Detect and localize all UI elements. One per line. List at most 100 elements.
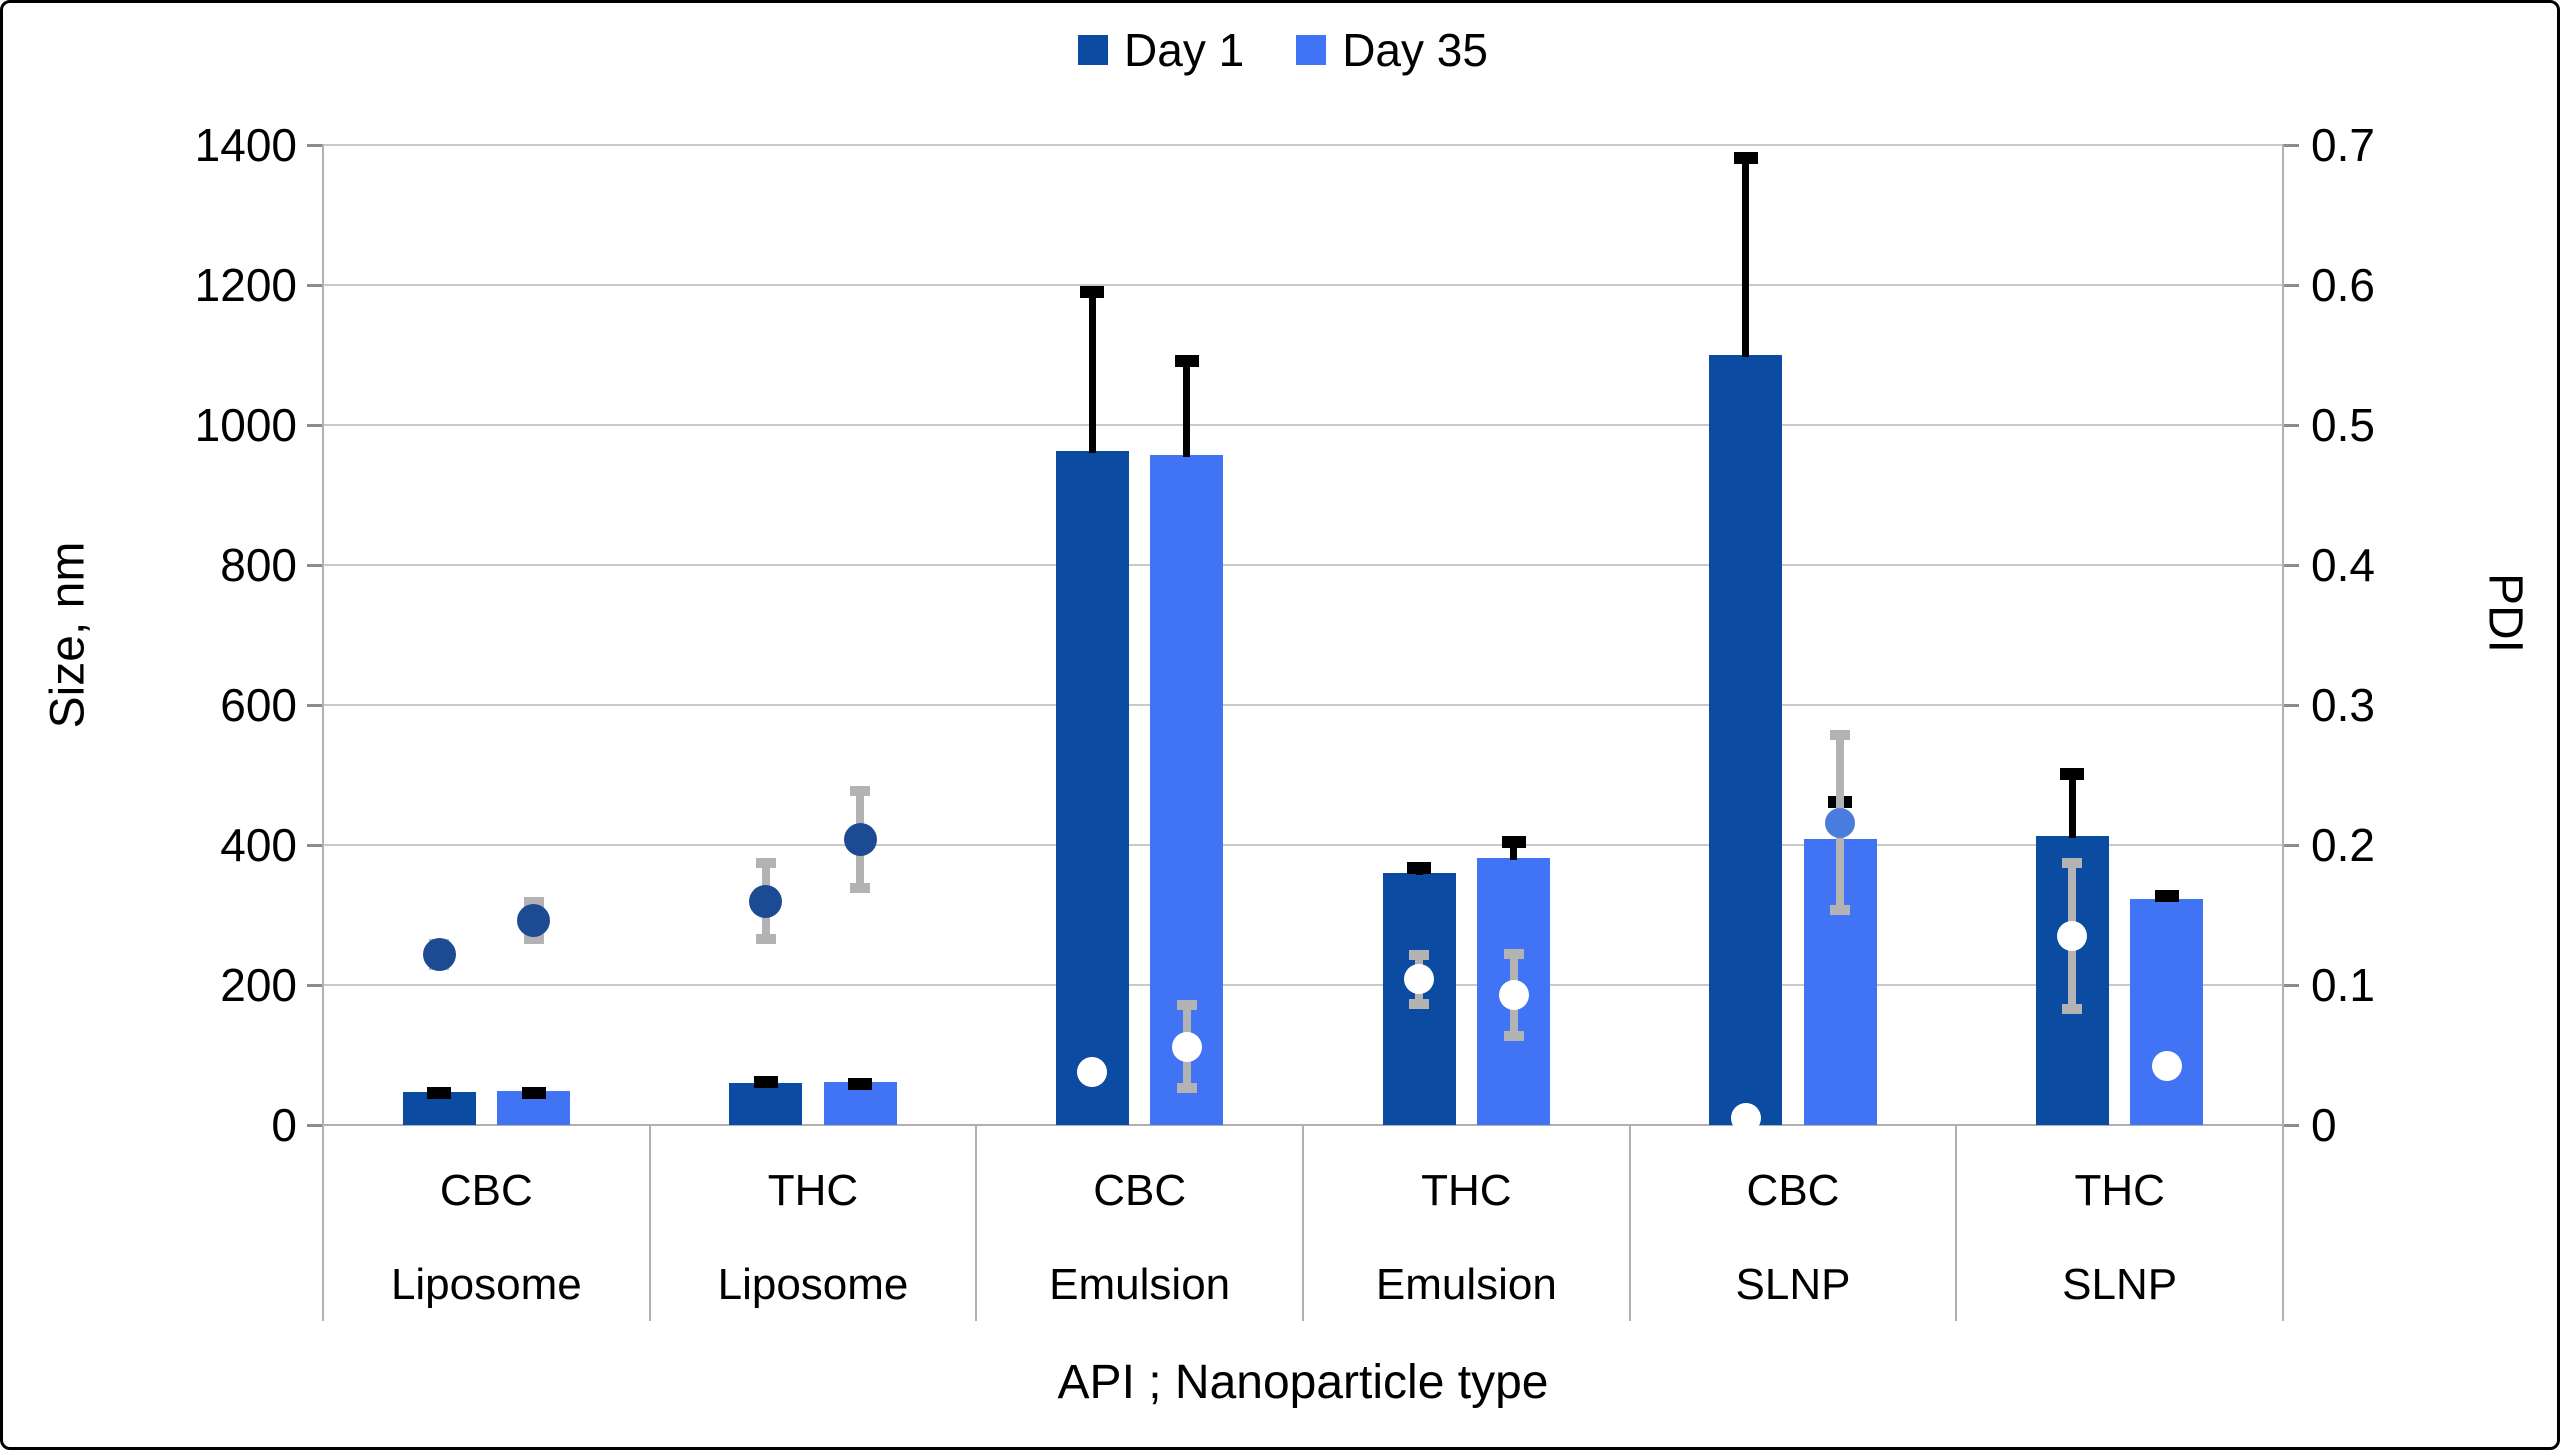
pdi-error-cap-bottom-thc-emulsion <box>1409 998 1429 1009</box>
pdi-marker-day35pdi-cbc-slnp <box>1825 807 1856 838</box>
left-tick-label: 800 <box>220 539 297 591</box>
pdi-marker-day1pdi-thc-liposome <box>749 884 783 918</box>
right-tick-label: 0.6 <box>2311 259 2375 311</box>
left-tick-1200 <box>307 284 323 287</box>
size-error-cap-thc-emulsion <box>1407 861 1431 874</box>
gridline-1400 <box>323 144 2283 146</box>
size-error-cap-thc-slnp <box>2060 768 2085 780</box>
gridline-1000 <box>323 424 2283 426</box>
axis-line-vertical <box>2282 145 2284 1321</box>
x-label-api: THC <box>1421 1166 1512 1215</box>
pdi-error-cap-top-thc-emulsion <box>1503 948 1524 959</box>
pdi-error-cap-bottom-thc-liposome <box>850 882 871 893</box>
pdi-marker-day1pdi-cbc-emulsion <box>1077 1056 1108 1087</box>
left-tick-400 <box>307 844 323 847</box>
right-tick-0.5 <box>2283 424 2299 427</box>
gridline-1200 <box>323 284 2283 286</box>
bar-day35-thc-slnp <box>2130 898 2204 1125</box>
pdi-error-cap-top-cbc-liposome <box>523 896 544 907</box>
right-tick-label: 0.4 <box>2311 539 2375 591</box>
size-error-cap-cbc-liposome <box>427 1086 451 1099</box>
legend-item-day1: Day 1 <box>1078 23 1244 77</box>
pdi-error-cap-bottom-thc-slnp <box>2062 1004 2083 1015</box>
left-tick-label: 1400 <box>194 119 297 171</box>
pdi-error-cap-top-cbc-slnp <box>1830 730 1851 741</box>
right-tick-0.4 <box>2283 564 2299 567</box>
x-label-type: SLNP <box>1735 1260 1851 1309</box>
left-tick-600 <box>307 704 323 707</box>
group-separator <box>1628 1125 1631 1321</box>
right-tick-label: 0.1 <box>2311 959 2375 1011</box>
group-separator <box>975 1125 978 1321</box>
pdi-marker-day35pdi-cbc-emulsion <box>1171 1031 1202 1062</box>
left-tick-label: 200 <box>220 959 297 1011</box>
x-axis-title: API ; Nanoparticle type <box>1057 1356 1549 1409</box>
size-error-cap-cbc-emulsion <box>1080 286 1105 299</box>
right-tick-label: 0.3 <box>2311 679 2375 731</box>
size-error-cap-cbc-slnp <box>1733 152 1758 164</box>
size-error-line-cbc-emulsion <box>1088 286 1096 453</box>
size-error-cap-cbc-emulsion <box>1174 355 1199 367</box>
legend-label-day35: Day 35 <box>1342 24 1488 76</box>
legend-item-day35: Day 35 <box>1296 23 1488 77</box>
pdi-error-cap-bottom-cbc-liposome <box>523 934 544 945</box>
right-axis-title: PDI <box>2478 572 2532 654</box>
bar-day1-thc-liposome <box>729 1083 803 1125</box>
right-tick-0.3 <box>2283 704 2299 707</box>
legend: Day 1 Day 35 <box>3 23 2557 77</box>
pdi-marker-day35pdi-thc-emulsion <box>1498 979 1529 1010</box>
pdi-error-cap-top-thc-emulsion <box>1409 950 1429 960</box>
left-tick-1000 <box>307 424 323 427</box>
size-error-cap-thc-slnp <box>2154 889 2179 902</box>
x-label-type: Emulsion <box>1049 1260 1231 1309</box>
right-tick-label: 0.2 <box>2311 819 2375 871</box>
left-tick-800 <box>307 564 323 567</box>
pdi-error-cap-top-thc-liposome <box>850 786 871 797</box>
left-tick-200 <box>307 984 323 987</box>
pdi-marker-day1pdi-thc-slnp <box>2057 921 2088 951</box>
x-label-type: Liposome <box>717 1260 909 1309</box>
x-label-api: THC <box>2074 1166 2165 1215</box>
bar-day1-cbc-slnp <box>1709 355 1783 1125</box>
x-label-api: THC <box>767 1166 859 1215</box>
size-error-line-cbc-slnp <box>1742 152 1750 357</box>
size-error-cap-thc-emulsion <box>1501 835 1526 848</box>
left-tick-label: 0 <box>271 1099 297 1151</box>
x-label-api: CBC <box>439 1166 533 1215</box>
left-tick-label: 1000 <box>194 399 297 451</box>
bar-day1-cbc-emulsion <box>1055 450 1129 1125</box>
pdi-marker-day1pdi-cbc-slnp <box>1730 1103 1761 1133</box>
group-separator <box>1955 1125 1958 1321</box>
legend-label-day1: Day 1 <box>1124 24 1245 76</box>
gridline-600 <box>323 704 2283 706</box>
right-tick-0 <box>2283 1124 2299 1127</box>
gridline-800 <box>323 564 2283 566</box>
right-tick-0.1 <box>2283 984 2299 987</box>
size-error-line-thc-slnp <box>2068 768 2076 838</box>
pdi-error-cap-bottom-cbc-emulsion <box>1176 1082 1197 1093</box>
x-label-type: Emulsion <box>1375 1260 1557 1309</box>
left-tick-label: 600 <box>220 679 297 731</box>
pdi-marker-day35pdi-thc-slnp <box>2151 1051 2182 1082</box>
group-separator <box>1302 1125 1304 1321</box>
x-label-api: CBC <box>1093 1166 1187 1215</box>
left-tick-label: 400 <box>220 819 297 871</box>
size-error-line-thc-emulsion <box>1510 835 1517 861</box>
left-axis-title: Size, nm <box>41 541 95 729</box>
x-label-type: Liposome <box>390 1260 582 1309</box>
pdi-marker-day35pdi-thc-liposome <box>843 822 877 856</box>
right-tick-label: 0 <box>2311 1099 2337 1151</box>
x-label-type: SLNP <box>2062 1260 2178 1309</box>
left-tick-1400 <box>307 144 323 147</box>
right-tick-label: 0.5 <box>2311 399 2375 451</box>
pdi-error-cap-top-cbc-emulsion <box>1176 1000 1197 1011</box>
x-label-api: CBC <box>1746 1166 1840 1215</box>
pdi-error-cap-bottom-cbc-slnp <box>1830 905 1851 915</box>
legend-swatch-day1 <box>1078 35 1109 65</box>
right-tick-label: 0.7 <box>2311 119 2375 171</box>
size-error-line-cbc-emulsion <box>1183 355 1191 458</box>
pdi-marker-day1pdi-cbc-liposome <box>422 937 456 971</box>
gridline-200 <box>323 984 2283 986</box>
gridline-400 <box>323 844 2283 846</box>
